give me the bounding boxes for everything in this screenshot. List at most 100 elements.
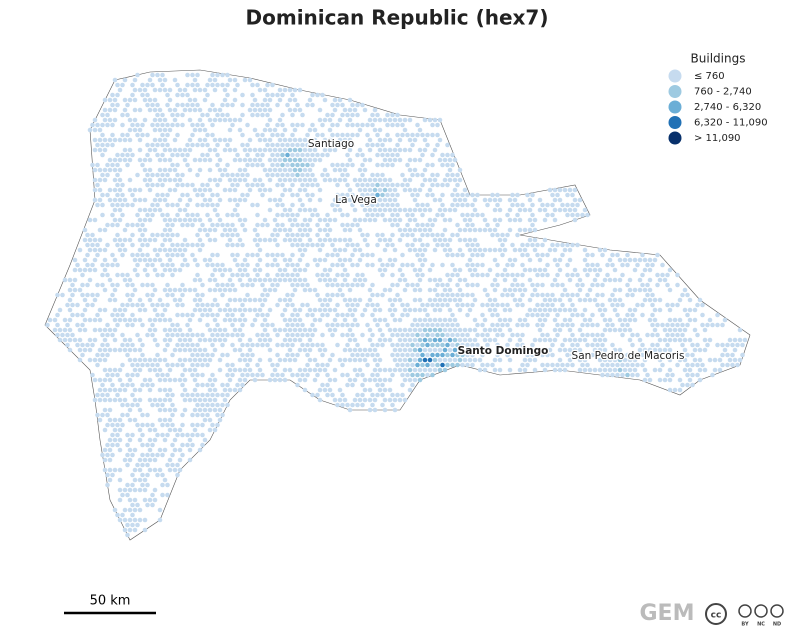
hex-cell <box>87 317 93 323</box>
hex-cell <box>457 347 463 353</box>
hex-cell <box>250 82 255 88</box>
hex-cell <box>170 462 175 468</box>
hex-cell <box>482 197 488 203</box>
hex-cell <box>167 427 173 433</box>
hex-cell <box>165 262 170 268</box>
hex-cell <box>77 337 83 343</box>
hex-cell <box>290 302 295 308</box>
place-label: Santo Domingo <box>458 345 549 357</box>
hex-cell <box>652 317 658 323</box>
hex-cell <box>542 337 548 343</box>
hex-cell <box>97 197 103 203</box>
hex-cell <box>267 107 273 113</box>
hex-cell <box>532 307 538 313</box>
hex-cell <box>130 202 135 208</box>
hex-cell <box>320 382 325 388</box>
hex-cell <box>197 137 203 143</box>
hex-cell <box>437 317 443 323</box>
hex-cell <box>555 362 560 368</box>
hex-cell <box>330 242 335 248</box>
hex-cell <box>450 322 455 328</box>
hex-cell <box>137 347 143 353</box>
hex-cell <box>310 312 315 318</box>
hex-cell <box>447 247 453 253</box>
hex-cell <box>147 447 153 453</box>
hex-cell <box>452 337 458 343</box>
hex-cell <box>697 347 703 353</box>
hex-cell <box>247 367 253 373</box>
hex-cell <box>160 272 165 278</box>
hex-cell <box>160 72 165 78</box>
hex-cell <box>190 72 195 78</box>
hex-cell <box>150 122 155 128</box>
hex-cell <box>107 367 113 373</box>
hex-cell <box>282 277 288 283</box>
hex-cell <box>312 377 318 383</box>
hex-cell <box>165 122 170 128</box>
hex-cell <box>295 192 300 198</box>
hex-cell <box>302 177 308 183</box>
hex-cell <box>347 377 353 383</box>
hex-cell <box>610 302 615 308</box>
hex-cell <box>182 157 188 163</box>
hex-cell <box>205 322 210 328</box>
hex-cell <box>295 312 300 318</box>
hex-cell <box>225 102 230 108</box>
hex-cell <box>300 142 305 148</box>
hex-cell <box>112 287 118 293</box>
hex-cell <box>205 132 210 138</box>
hex-cell <box>412 357 418 363</box>
hex-cell <box>125 282 130 288</box>
hex-cell <box>725 352 730 358</box>
hex-cell <box>685 382 690 388</box>
hex-cell <box>155 432 160 438</box>
hex-cell <box>307 227 313 233</box>
hex-cell <box>410 262 415 268</box>
hex-cell <box>185 222 190 228</box>
hex-cell <box>242 367 248 373</box>
hex-cell <box>340 132 345 138</box>
hex-cell <box>340 282 345 288</box>
hex-cell <box>520 282 525 288</box>
hex-cell <box>135 522 140 528</box>
hex-cell <box>225 372 230 378</box>
hex-cell <box>250 252 255 258</box>
hex-cell <box>452 157 458 163</box>
hex-cell <box>667 267 673 273</box>
hex-cell <box>187 167 193 173</box>
hex-cell <box>297 237 303 243</box>
hex-cell <box>555 242 560 248</box>
hex-cell <box>372 317 378 323</box>
hex-cell <box>472 227 478 233</box>
hex-cell <box>197 217 203 223</box>
hex-cell <box>297 347 303 353</box>
hex-cell <box>442 227 448 233</box>
hex-cell <box>332 147 338 153</box>
hex-cell <box>210 302 215 308</box>
hex-cell <box>597 267 603 273</box>
hex-cell <box>162 77 168 83</box>
hex-cell <box>497 367 503 373</box>
hex-cell <box>170 152 175 158</box>
hex-cell <box>190 312 195 318</box>
hex-cell <box>107 137 113 143</box>
hex-cell <box>192 157 198 163</box>
hex-cell <box>475 262 480 268</box>
hex-cell <box>215 162 220 168</box>
hex-cell <box>390 282 395 288</box>
hex-cell <box>340 162 345 168</box>
hex-cell <box>465 212 470 218</box>
hex-cell <box>410 132 415 138</box>
hex-cell <box>382 367 388 373</box>
hex-cell <box>185 242 190 248</box>
hex-cell <box>152 397 158 403</box>
hex-cell <box>180 242 185 248</box>
hex-cell <box>385 112 390 118</box>
hex-cell <box>155 192 160 198</box>
hex-cell <box>375 142 380 148</box>
hex-cell <box>200 292 205 298</box>
hex-cell <box>135 122 140 128</box>
hex-cell <box>385 192 390 198</box>
hex-cell <box>157 447 163 453</box>
hex-cell <box>117 167 123 173</box>
